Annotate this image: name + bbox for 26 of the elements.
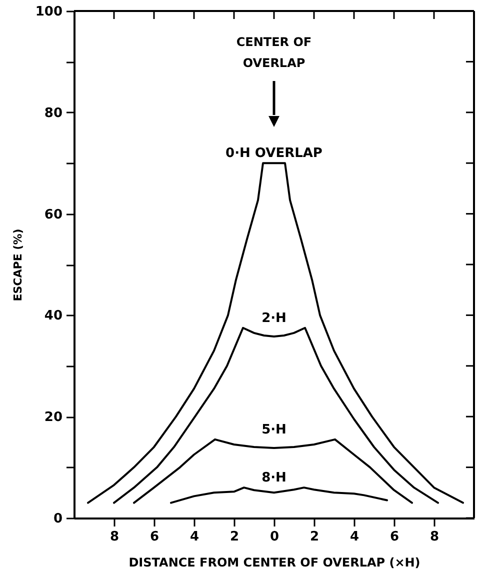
annotation: CENTER OF OVERLAP (236, 35, 312, 70)
y-tick-label: 80 (44, 106, 62, 121)
series-label: 0·H OVERLAP (226, 146, 322, 162)
x-tick-label: 2 (230, 530, 240, 544)
y-tick-label: 60 (44, 207, 62, 222)
x-tick-label: 4 (190, 530, 200, 544)
line-series (133, 438, 413, 504)
line-series (113, 326, 439, 504)
y-tick-label: 20 (44, 410, 62, 426)
x-tick-label: 6 (150, 530, 160, 544)
x-tick-label: 4 (350, 530, 360, 544)
y-tick-label: 40 (44, 308, 62, 324)
x-tick-label: 2 (310, 530, 320, 544)
x-tick-label: 0 (270, 530, 280, 544)
y-axis-title: ESCAPE (%) (11, 228, 24, 302)
y-tick-label: 100 (35, 4, 62, 20)
x-tick-label: 6 (390, 530, 400, 544)
series-label: 5·H (262, 422, 286, 438)
series-label: 2·H (262, 310, 286, 326)
y-tick-label: 0 (53, 512, 62, 526)
series-label: 8·H (262, 470, 286, 486)
x-tick-label: 8 (110, 530, 120, 544)
line-series (170, 486, 388, 504)
line-series (87, 162, 464, 504)
x-axis-title: DISTANCE FROM CENTER OF OVERLAP (×H) (128, 556, 420, 570)
x-tick-label: 8 (430, 530, 440, 544)
